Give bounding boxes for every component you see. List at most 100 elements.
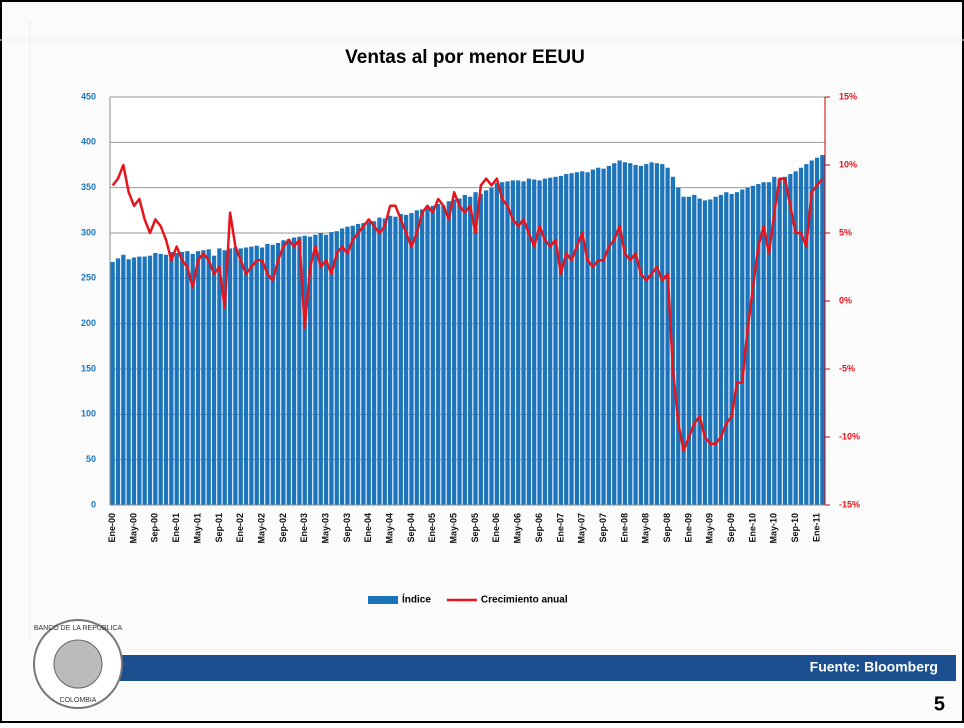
bar bbox=[798, 167, 804, 505]
bar bbox=[494, 183, 499, 505]
bar bbox=[371, 221, 377, 506]
bar bbox=[222, 250, 227, 505]
bar bbox=[713, 196, 718, 505]
bar bbox=[185, 251, 190, 505]
bar bbox=[734, 192, 740, 505]
bar bbox=[638, 165, 644, 505]
logo-head bbox=[53, 639, 103, 689]
bar bbox=[393, 216, 398, 505]
bar bbox=[793, 171, 798, 505]
bar bbox=[446, 201, 451, 505]
bar bbox=[521, 181, 526, 505]
bar bbox=[179, 252, 185, 505]
bar bbox=[468, 196, 473, 505]
bar bbox=[142, 256, 147, 505]
bar bbox=[516, 180, 521, 505]
bar bbox=[766, 182, 772, 505]
bar bbox=[254, 245, 259, 505]
bar bbox=[452, 199, 457, 505]
bar bbox=[195, 251, 201, 505]
y-tick-label: 200 bbox=[81, 318, 96, 328]
bar bbox=[553, 176, 558, 505]
x-tick-label: Sep-03 bbox=[342, 513, 352, 543]
x-tick-label: Sep-07 bbox=[598, 513, 608, 543]
y-tick-label: 450 bbox=[81, 91, 96, 101]
x-tick-label: Ene-01 bbox=[171, 513, 181, 543]
bar bbox=[772, 176, 777, 505]
legend-label: Crecimiento anual bbox=[481, 595, 568, 606]
bar bbox=[270, 244, 275, 505]
y-tick-label: 150 bbox=[81, 363, 96, 373]
bar bbox=[702, 200, 708, 506]
x-tick-label: Ene-04 bbox=[363, 513, 373, 543]
legend-swatch bbox=[368, 596, 398, 604]
x-tick-label: May-10 bbox=[769, 513, 779, 544]
bar bbox=[302, 235, 307, 505]
x-tick-label: Sep-10 bbox=[790, 513, 800, 543]
bar bbox=[206, 249, 211, 505]
bar bbox=[137, 256, 142, 505]
x-tick-label: May-05 bbox=[449, 513, 459, 544]
y2-tick-label: 10% bbox=[839, 159, 857, 169]
bar bbox=[708, 199, 713, 505]
y-tick-label: 50 bbox=[86, 454, 96, 464]
bar bbox=[665, 167, 670, 505]
bar bbox=[377, 217, 382, 505]
x-tick-label: Sep-00 bbox=[150, 513, 160, 543]
x-tick-label: May-04 bbox=[385, 513, 395, 544]
bar bbox=[190, 253, 195, 505]
bar bbox=[782, 176, 788, 505]
bar bbox=[606, 165, 612, 505]
bar bbox=[398, 213, 403, 505]
bar bbox=[542, 178, 548, 505]
bar bbox=[275, 242, 281, 505]
bar bbox=[500, 182, 505, 505]
bar bbox=[414, 210, 419, 506]
x-tick-label: Ene-10 bbox=[747, 513, 757, 543]
y2-tick-label: 15% bbox=[839, 91, 857, 101]
bar bbox=[291, 237, 297, 506]
legend-label: Índice bbox=[402, 593, 431, 606]
y-tick-label: 100 bbox=[81, 409, 96, 419]
bar bbox=[387, 215, 393, 506]
logo-text: BANCO DE LA REPÚBLICA bbox=[34, 623, 123, 632]
bar bbox=[761, 182, 766, 505]
bar bbox=[249, 246, 254, 505]
bar bbox=[596, 167, 601, 505]
page-number: 5 bbox=[934, 693, 945, 715]
bar bbox=[281, 240, 286, 505]
x-tick-label: Sep-04 bbox=[406, 513, 416, 543]
bar bbox=[686, 196, 692, 505]
bar bbox=[318, 233, 323, 505]
bar bbox=[382, 218, 387, 505]
bar bbox=[334, 231, 339, 506]
x-tick-label: May-01 bbox=[192, 513, 202, 544]
bar bbox=[473, 192, 478, 505]
bar bbox=[729, 194, 734, 505]
bar bbox=[654, 163, 660, 506]
bar bbox=[420, 209, 425, 505]
y-tick-label: 0 bbox=[91, 499, 96, 509]
x-tick-label: Sep-01 bbox=[214, 513, 224, 543]
bar bbox=[169, 252, 174, 505]
bar bbox=[350, 225, 355, 505]
bar bbox=[115, 258, 121, 505]
chart-title: Ventas al por menor EEUU bbox=[345, 47, 585, 68]
x-tick-label: Ene-09 bbox=[683, 513, 693, 543]
bar bbox=[580, 171, 585, 505]
x-tick-label: Sep-05 bbox=[470, 513, 480, 543]
bar bbox=[649, 162, 654, 505]
y-tick-label: 250 bbox=[81, 273, 96, 283]
bar bbox=[676, 187, 681, 505]
bar bbox=[756, 184, 761, 506]
y2-tick-label: -5% bbox=[839, 363, 855, 373]
bar bbox=[158, 253, 163, 505]
bar bbox=[259, 247, 265, 506]
bar bbox=[809, 160, 814, 505]
bar bbox=[457, 198, 462, 505]
x-tick-label: Ene-05 bbox=[427, 513, 437, 543]
bar bbox=[820, 155, 825, 505]
bar bbox=[345, 226, 350, 506]
x-tick-label: Ene-08 bbox=[619, 513, 629, 543]
